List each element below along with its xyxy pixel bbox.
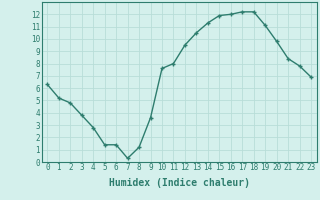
X-axis label: Humidex (Indice chaleur): Humidex (Indice chaleur) [109,178,250,188]
